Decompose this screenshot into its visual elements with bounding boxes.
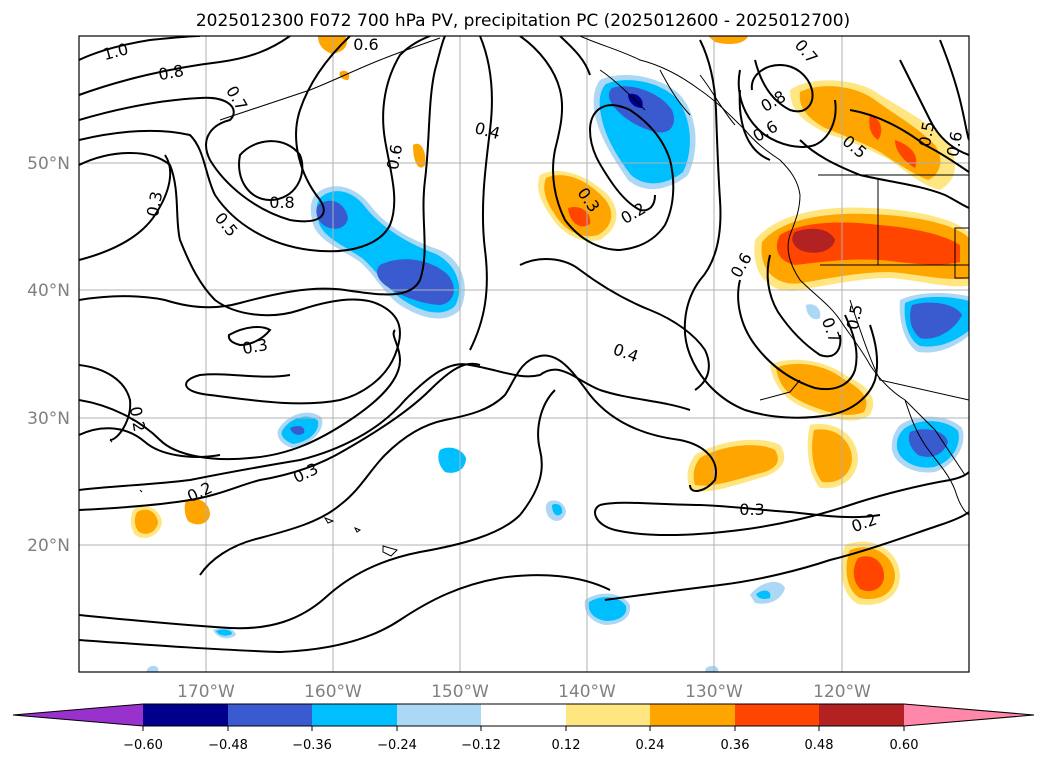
contour-label: 0.6 xyxy=(383,143,406,171)
colorbar-bin xyxy=(228,704,312,726)
contour-label: 0.2 xyxy=(126,405,149,433)
contour-label: 0.6 xyxy=(943,130,966,158)
map-area: 1.0 0.8 0.7 0.6 0.8 0.3 0.5 0.4 0.6 0.3 … xyxy=(79,35,969,672)
colorbar-bin xyxy=(735,704,819,726)
map-frame xyxy=(78,35,970,673)
colorbar-bin xyxy=(481,704,566,726)
lat-label: 50°N xyxy=(27,154,70,174)
colorbar-tick-label: −0.36 xyxy=(292,738,332,753)
contour-label: 0.8 xyxy=(269,193,294,212)
colorbar-tick-label: 0.60 xyxy=(890,738,919,753)
lon-labels: 170°W 160°W 150°W 140°W 130°W 120°W xyxy=(177,682,871,702)
pv-contours xyxy=(79,36,969,654)
colorbar-tick-label: 0.12 xyxy=(552,738,581,753)
colorbar-tick-label: −0.12 xyxy=(461,738,501,753)
lon-label: 130°W xyxy=(685,682,743,702)
lon-label: 170°W xyxy=(177,682,235,702)
lon-label: 120°W xyxy=(813,682,871,702)
lon-label: 160°W xyxy=(304,682,362,702)
lat-label: 30°N xyxy=(27,409,70,429)
lon-label: 140°W xyxy=(558,682,616,702)
contour-label: 0.3 xyxy=(143,190,166,218)
coastlines xyxy=(109,36,969,557)
colorbar-tick-label: 0.24 xyxy=(636,738,665,753)
lat-label: 20°N xyxy=(27,536,70,556)
contour-label: 0.3 xyxy=(739,500,764,519)
colorbar-bin xyxy=(143,704,228,726)
contour-label: 0.8 xyxy=(157,61,185,84)
colorbar-bin xyxy=(397,704,481,726)
contour-label: 0.5 xyxy=(843,303,866,331)
contour-label: 0.6 xyxy=(353,35,378,54)
graticule xyxy=(79,36,969,672)
colorbar-bin xyxy=(819,704,904,726)
colorbar-bin xyxy=(312,704,397,726)
lat-labels: 50°N 40°N 30°N 20°N xyxy=(27,154,70,556)
colorbar-bin xyxy=(566,704,650,726)
colorbar: −0.60 −0.48 −0.36 −0.24 −0.12 0.12 0.24 … xyxy=(12,703,1035,753)
colorbar-tick-label: 0.36 xyxy=(721,738,750,753)
colorbar-extend-low xyxy=(13,704,143,726)
contour-label: 0.3 xyxy=(241,335,269,358)
map-title: 2025012300 F072 700 hPa PV, precipitatio… xyxy=(196,11,850,31)
colorbar-extend-high xyxy=(904,704,1034,726)
colorbar-bin xyxy=(650,704,735,726)
lon-label: 150°W xyxy=(431,682,489,702)
lat-label: 40°N xyxy=(27,281,70,301)
colorbar-tick-label: −0.24 xyxy=(377,738,417,753)
colorbar-tick-label: 0.48 xyxy=(805,738,834,753)
colorbar-tick-label: −0.48 xyxy=(208,738,248,753)
colorbar-tick-label: −0.60 xyxy=(123,738,163,753)
contour-label: 0.5 xyxy=(915,120,938,148)
